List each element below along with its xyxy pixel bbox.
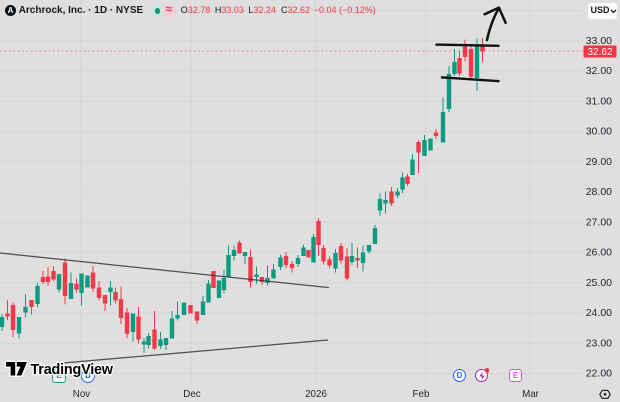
svg-text:25.00: 25.00 <box>586 277 612 289</box>
svg-text:Mar: Mar <box>522 389 540 400</box>
svg-text:23.00: 23.00 <box>586 337 612 349</box>
svg-text:Dec: Dec <box>183 389 201 400</box>
svg-text:27.00: 27.00 <box>586 216 612 228</box>
svg-text:30.00: 30.00 <box>586 126 612 138</box>
svg-text:32.00: 32.00 <box>586 65 612 77</box>
svg-text:24.00: 24.00 <box>586 307 612 319</box>
svg-text:26.00: 26.00 <box>586 247 612 259</box>
svg-text:28.00: 28.00 <box>586 186 612 198</box>
svg-text:32.62: 32.62 <box>587 47 612 58</box>
svg-text:33.00: 33.00 <box>586 35 612 47</box>
svg-text:Feb: Feb <box>413 389 430 400</box>
svg-text:TradingView: TradingView <box>31 362 114 378</box>
svg-text:29.00: 29.00 <box>586 156 612 168</box>
svg-text:Nov: Nov <box>73 389 91 400</box>
svg-text:2026: 2026 <box>305 389 327 400</box>
svg-text:22.00: 22.00 <box>586 368 612 380</box>
svg-text:31.00: 31.00 <box>586 95 612 107</box>
